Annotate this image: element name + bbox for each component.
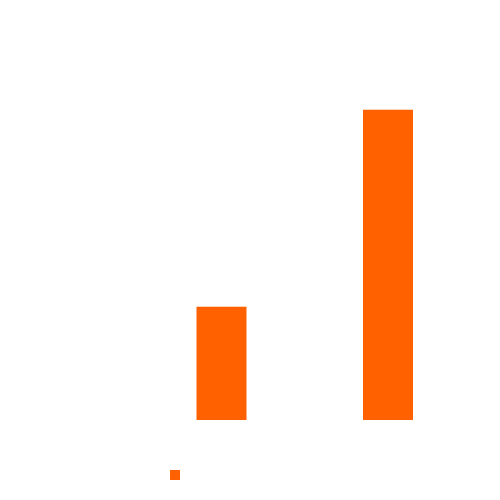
legend-swatch <box>170 470 180 480</box>
legend <box>170 470 186 480</box>
bar-2 <box>363 109 413 420</box>
bar-1 <box>196 306 247 420</box>
